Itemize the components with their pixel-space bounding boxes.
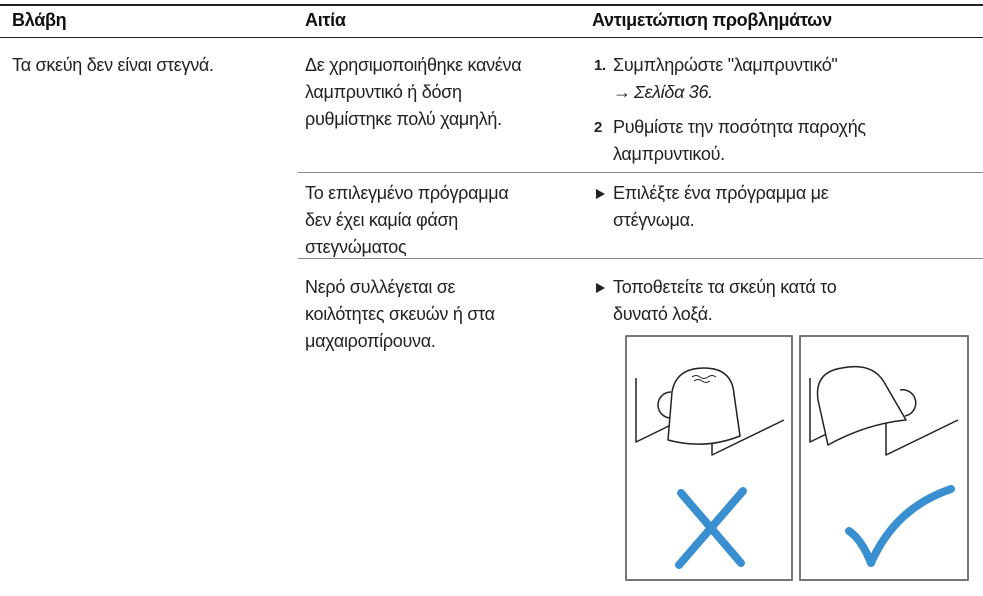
remedy-line: δυνατό λοξά. (613, 304, 713, 324)
header-rule (0, 37, 983, 38)
table-top-rule (0, 4, 983, 6)
remedy-line: στέγνωμα. (613, 210, 695, 230)
cause-line: στεγνώματος (305, 237, 407, 257)
header-cell: Αντιμετώπιση προβλημάτων (592, 10, 832, 30)
step-line: λαμπρυντικού. (613, 144, 725, 164)
cause-line: Το επιλεγμένο πρόγραμμα (305, 183, 509, 203)
step-number: 1. (594, 57, 606, 74)
bullet (596, 283, 605, 293)
bullet (596, 189, 605, 199)
row-rule (298, 172, 983, 173)
cause-line: μαχαιροπίρουνα. (305, 331, 436, 351)
header-cell: Βλάβη (12, 10, 67, 30)
page-reference: Σελίδα 36. (634, 82, 713, 102)
cause-line: λαμπρυντικό ή δόση (305, 82, 462, 102)
row-rule (298, 258, 983, 259)
cause-line: Νερό συλλέγεται σε (305, 277, 456, 297)
step-line: Συμπληρώστε "λαμπρυντικό" (613, 55, 838, 75)
step-arrow: → (613, 82, 631, 102)
cause-line: κοιλότητες σκευών ή στα (305, 304, 495, 324)
cause-line: ρυθμίστηκε πολύ χαμηλή. (305, 109, 502, 129)
fault: Τα σκεύη δεν είναι στεγνά. (12, 55, 214, 75)
cause-line: Δε χρησιμοποιήθηκε κανένα (305, 55, 522, 75)
remedy-line: Επιλέξτε ένα πρόγραμμα με (613, 183, 829, 203)
header-cell: Αιτία (305, 10, 346, 30)
step-line: Ρυθμίστε την ποσότητα παροχής (613, 117, 866, 137)
remedy-line: Τοποθετείτε τα σκεύη κατά το (613, 277, 837, 297)
cause-line: δεν έχει καμία φάση (305, 210, 459, 230)
step-number: 2 (594, 119, 603, 136)
